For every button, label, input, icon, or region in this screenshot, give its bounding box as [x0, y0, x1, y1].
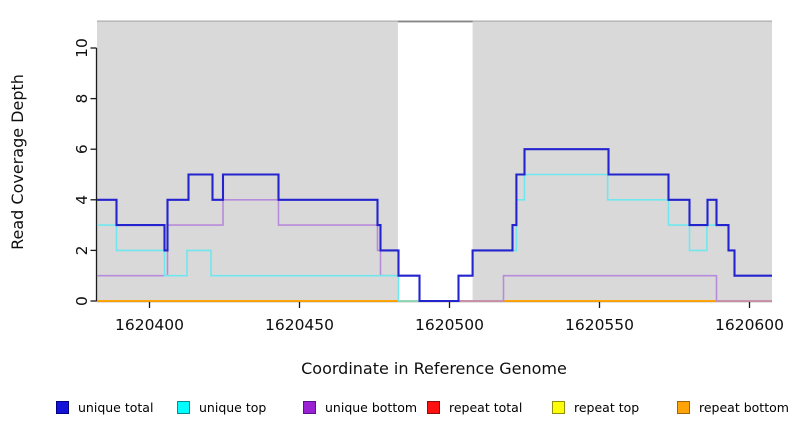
legend-swatch-icon — [56, 400, 69, 414]
legend-item-unique-top: unique top — [177, 396, 266, 418]
x-tick-label: 1620450 — [265, 316, 334, 334]
legend-swatch-icon — [677, 400, 690, 414]
legend-item-repeat-total: repeat total — [427, 396, 522, 418]
legend-swatch-icon — [427, 400, 440, 414]
legend-item-unique-total: unique total — [56, 396, 153, 418]
legend-item-unique-bottom: unique bottom — [303, 396, 417, 418]
legend-label: unique total — [78, 399, 154, 415]
legend-label: unique top — [199, 399, 267, 415]
legend-label: repeat bottom — [699, 399, 789, 415]
chart-layers: 0 2 4 6 8 10 1620400 1620450 1620500 1620550 16206… — [73, 20, 784, 334]
y-axis-title: Read Coverage Depth — [8, 74, 27, 250]
gap-region — [397, 22, 473, 302]
legend-label: unique bottom — [325, 399, 418, 415]
x-tick-label: 1620400 — [115, 316, 184, 334]
legend-item-repeat-top: repeat top — [552, 396, 639, 418]
y-tick-label: 10 — [73, 38, 91, 58]
y-tick-label: 6 — [73, 144, 91, 154]
legend-label: repeat top — [574, 399, 640, 415]
plot-area: 0 2 4 6 8 10 1620400 1620450 1620500 1620550 16206… — [8, 20, 784, 378]
legend-label: repeat total — [449, 399, 523, 415]
series-unique-bottom — [97, 199, 772, 302]
legend-item-repeat-bottom: repeat bottom — [677, 396, 789, 418]
y-tick-label: 0 — [73, 296, 91, 306]
x-axis-title: Coordinate in Reference Genome — [301, 359, 567, 378]
legend-swatch-icon — [303, 400, 316, 414]
x-tick-label: 1620600 — [715, 316, 784, 334]
y-tick-label: 2 — [73, 245, 91, 255]
y-tick-label: 4 — [73, 195, 91, 205]
legend: unique total unique top unique bottom repea… — [0, 396, 792, 422]
legend-swatch-icon — [552, 400, 565, 414]
x-tick-label: 1620550 — [565, 316, 634, 334]
series-unique-total — [97, 148, 772, 303]
x-tick-label: 1620500 — [415, 316, 484, 334]
y-tick-label: 8 — [73, 94, 91, 104]
legend-swatch-icon — [177, 400, 190, 414]
